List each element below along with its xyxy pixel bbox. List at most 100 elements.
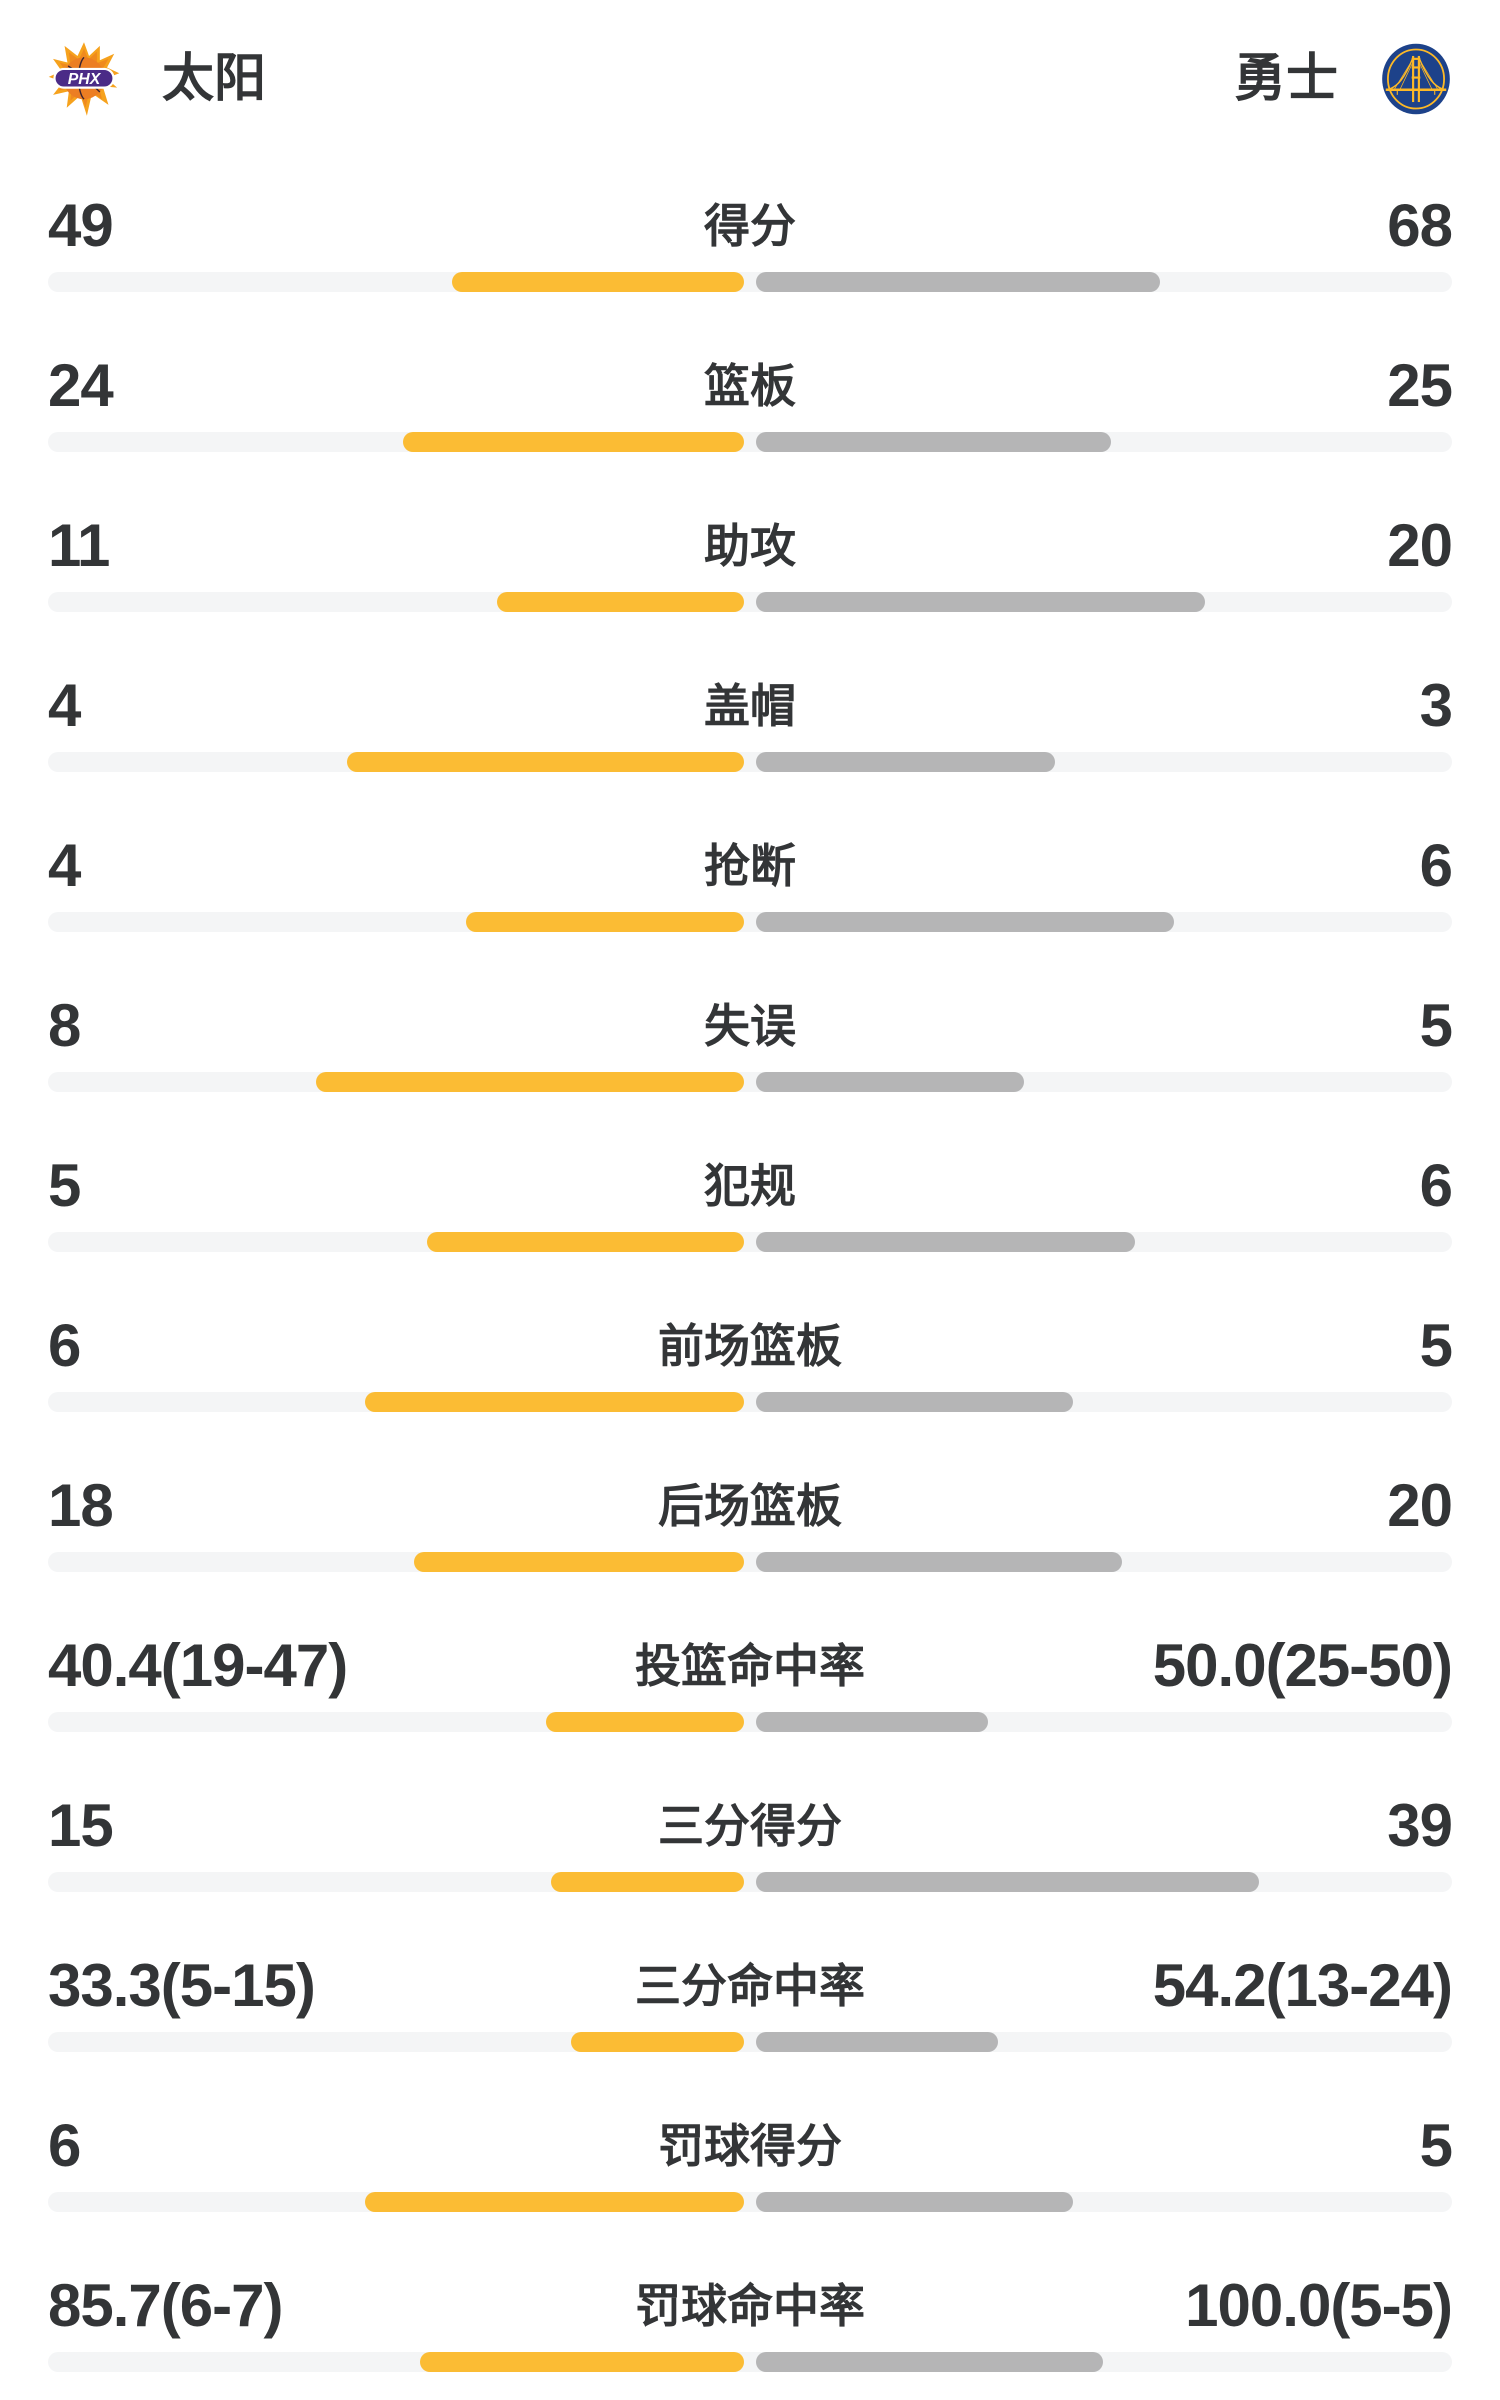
stat-bar-track [48, 1392, 1452, 1412]
stat-bar-track [48, 2352, 1452, 2372]
stat-row: 85.7(6-7) 罚球命中率 100.0(5-5) [48, 2270, 1453, 2400]
left-team-bar [570, 2032, 744, 2052]
left-team-bar [496, 592, 744, 612]
svg-text:PHX: PHX [68, 71, 102, 88]
right-team-bar [756, 272, 1160, 292]
stat-row: 6 罚球得分 5 [48, 2110, 1453, 2270]
stat-row: 4 盖帽 3 [48, 670, 1453, 830]
stat-bar-track [48, 1712, 1452, 1732]
stat-row-values: 85.7(6-7) 罚球命中率 100.0(5-5) [48, 2270, 1453, 2342]
stat-row-values: 15 三分得分 39 [48, 1790, 1453, 1862]
warriors-logo-icon [1382, 43, 1450, 115]
stat-row-values: 6 罚球得分 5 [48, 2110, 1453, 2182]
right-team-value: 5 [1419, 2112, 1453, 2179]
left-team-bar [545, 1712, 744, 1732]
stat-row-values: 11 助攻 20 [48, 510, 1453, 582]
stat-bar-track [48, 1552, 1452, 1572]
stat-row: 33.3(5-15) 三分命中率 54.2(13-24) [48, 1950, 1453, 2110]
stat-row: 5 犯规 6 [48, 1150, 1453, 1310]
left-team-value: 6 [48, 1312, 81, 1379]
left-team-bar [550, 1872, 744, 1892]
stat-row: 11 助攻 20 [48, 510, 1453, 670]
stat-label: 盖帽 [704, 680, 796, 732]
left-team-value: 85.7(6-7) [48, 2272, 283, 2339]
right-team-bar [756, 2352, 1103, 2372]
stat-row-values: 40.4(19-47) 投篮命中率 50.0(25-50) [48, 1630, 1453, 1702]
right-team-bar [756, 752, 1055, 772]
stat-row-values: 33.3(5-15) 三分命中率 54.2(13-24) [48, 1950, 1453, 2022]
stat-row: 40.4(19-47) 投篮命中率 50.0(25-50) [48, 1630, 1453, 1790]
right-team-bar [756, 1872, 1259, 1892]
stat-label: 失误 [704, 1000, 796, 1052]
stat-bar-track [48, 752, 1452, 772]
stat-label: 三分得分 [658, 1800, 842, 1852]
left-team-bar [465, 912, 744, 932]
right-team-bar [756, 592, 1205, 612]
stat-row-values: 4 抢断 6 [48, 830, 1453, 902]
stat-row-values: 49 得分 68 [48, 190, 1453, 262]
stat-label: 罚球命中率 [635, 2280, 865, 2332]
right-team-bar [756, 912, 1174, 932]
left-team-value: 5 [48, 1152, 81, 1219]
left-team-bar [315, 1072, 744, 1092]
stat-row: 6 前场篮板 5 [48, 1310, 1453, 1470]
stat-row: 24 篮板 25 [48, 350, 1453, 510]
stat-row: 15 三分得分 39 [48, 1790, 1453, 1950]
right-team-value: 50.0(25-50) [1152, 1632, 1453, 1699]
stat-row-values: 18 后场篮板 20 [48, 1470, 1453, 1542]
stat-label: 犯规 [704, 1160, 796, 1212]
stat-bar-track [48, 272, 1452, 292]
stat-row: 49 得分 68 [48, 190, 1453, 350]
suns-logo-icon: PHX [48, 42, 120, 116]
stat-row-values: 5 犯规 6 [48, 1150, 1453, 1222]
left-team-name: 太阳 [162, 50, 267, 108]
right-team-bar [756, 1232, 1136, 1252]
right-team-value: 54.2(13-24) [1152, 1952, 1453, 2019]
right-team-value: 68 [1387, 192, 1453, 259]
stats-list: 49 得分 68 24 篮板 25 11 助攻 [48, 190, 1453, 2400]
stat-bar-track [48, 432, 1452, 452]
left-team-value: 4 [48, 832, 81, 899]
right-team-value: 20 [1387, 1472, 1453, 1539]
right-team-value: 100.0(5-5) [1185, 2272, 1453, 2339]
header: PHX 太阳 勇士 [48, 38, 1452, 120]
left-team-value: 40.4(19-47) [48, 1632, 348, 1699]
stat-label: 罚球得分 [658, 2120, 842, 2172]
stat-row-values: 6 前场篮板 5 [48, 1310, 1453, 1382]
left-team-bar [364, 2192, 744, 2212]
left-team-bar [420, 2352, 744, 2372]
right-team-value: 5 [1419, 992, 1453, 1059]
stat-bar-track [48, 1872, 1452, 1892]
left-team-value: 6 [48, 2112, 81, 2179]
left-team-bar [402, 432, 744, 452]
left-team-bar [414, 1552, 744, 1572]
stat-bar-track [48, 1232, 1452, 1252]
stat-row: 8 失误 5 [48, 990, 1453, 1150]
right-team-value: 6 [1419, 1152, 1453, 1219]
left-team-bar [346, 752, 744, 772]
stat-row: 4 抢断 6 [48, 830, 1453, 990]
right-team-value: 20 [1387, 512, 1453, 579]
right-team-bar [756, 2192, 1073, 2212]
right-team-bar [756, 1552, 1123, 1572]
right-team-value: 5 [1419, 1312, 1453, 1379]
left-team-bar [427, 1232, 744, 1252]
left-team-value: 49 [48, 192, 114, 259]
left-team-value: 4 [48, 672, 81, 739]
left-team-value: 8 [48, 992, 81, 1059]
left-team-value: 11 [48, 512, 110, 579]
stat-bar-track [48, 592, 1452, 612]
stat-row-values: 4 盖帽 3 [48, 670, 1453, 742]
right-team-name: 勇士 [1233, 50, 1338, 108]
right-team-value: 25 [1387, 352, 1453, 419]
stat-row: 18 后场篮板 20 [48, 1470, 1453, 1630]
right-team-bar [756, 1712, 988, 1732]
right-team-value: 3 [1419, 672, 1453, 739]
right-team-bar [756, 1392, 1073, 1412]
stat-label: 助攻 [704, 520, 796, 572]
right-team-bar [756, 2032, 999, 2052]
left-team-bar [451, 272, 744, 292]
left-team-value: 18 [48, 1472, 114, 1539]
right-team-bar [756, 1072, 1024, 1092]
